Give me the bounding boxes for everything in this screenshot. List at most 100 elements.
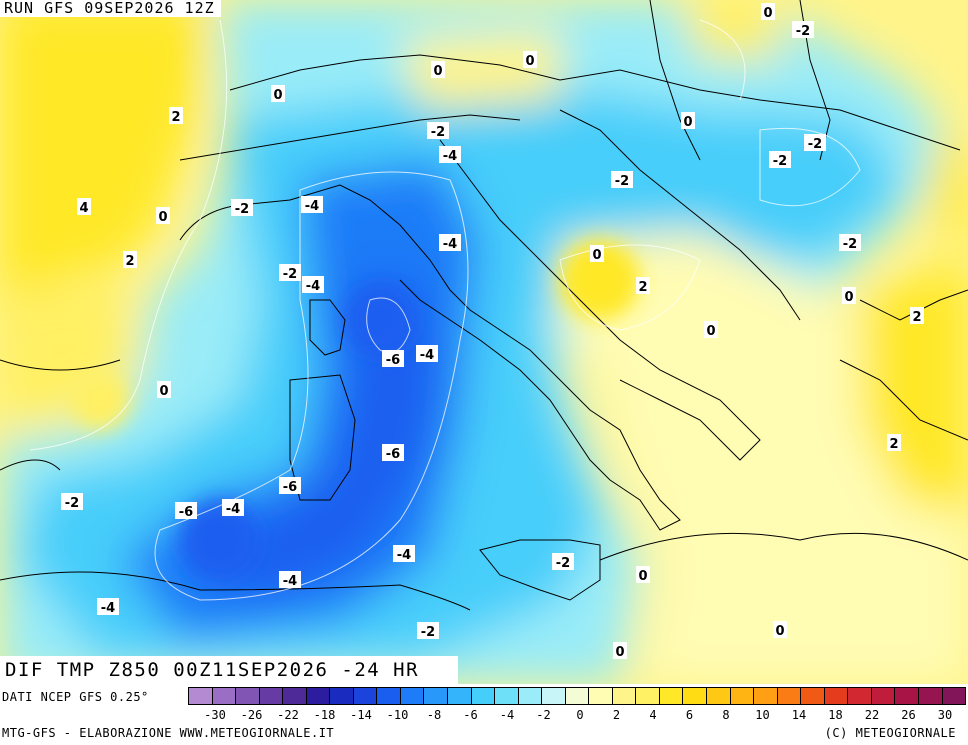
colorbar-swatch	[942, 688, 966, 704]
contour-label: 0	[158, 210, 167, 225]
contour-label-bg	[222, 499, 244, 516]
colorbar-tick-label: 22	[864, 708, 880, 722]
contour-label: -2	[431, 125, 445, 140]
contour-label-bg	[439, 146, 461, 163]
colorbar-tick-label: -18	[313, 708, 336, 722]
contour-label-bg	[279, 264, 301, 281]
contour-label: -4	[101, 601, 115, 616]
contour-label-bg	[271, 85, 285, 102]
contour-label: -4	[226, 502, 240, 517]
contour-label-bg	[279, 571, 301, 588]
colorbar-tick-label: 30	[937, 708, 953, 722]
colorbar-tick-label: -6	[463, 708, 478, 722]
contour-label: -4	[443, 237, 457, 252]
colorbar-swatch	[283, 688, 307, 704]
contour-label-bg	[279, 477, 301, 494]
contour-label-bg	[636, 277, 650, 294]
contour-label: -2	[235, 202, 249, 217]
contour-label-bg	[842, 287, 856, 304]
colorbar-swatch	[824, 688, 849, 704]
corsica-outline	[309, 299, 346, 356]
sicily-outline	[479, 539, 601, 601]
colorbar-swatch	[448, 688, 472, 704]
contour-label-bg	[523, 51, 537, 68]
contour-label: -2	[65, 496, 79, 511]
contour-label-bg	[416, 345, 438, 362]
contour-label: 0	[159, 384, 168, 399]
contour-label-bg	[773, 621, 787, 638]
contour-label: -6	[283, 480, 297, 495]
contour-label: 0	[273, 88, 282, 103]
colorbar-swatch	[471, 688, 496, 704]
contour-label-bg	[769, 151, 791, 168]
contour-label: -4	[443, 149, 457, 164]
contour-label: -2	[283, 267, 297, 282]
colorbar-swatch	[777, 688, 802, 704]
contour-label: 4	[79, 201, 88, 216]
colorbar-tick-label: 2	[612, 708, 621, 722]
colorbar-tick-label: 18	[828, 708, 843, 722]
colorbar-swatch	[565, 688, 590, 704]
contour-label: 0	[706, 324, 715, 339]
colorbar-swatch	[330, 688, 354, 704]
colorbar-tick-label: -10	[386, 708, 409, 722]
colorbar-swatch	[424, 688, 449, 704]
contour-label-bg	[839, 234, 861, 251]
colorbar-tick-label: -2	[536, 708, 551, 722]
colorbar-swatch	[353, 688, 378, 704]
contour-label-bg	[792, 21, 814, 38]
contour-label: -2	[773, 154, 787, 169]
colorbar-tick-label: -4	[499, 708, 515, 722]
contour-label-bg	[175, 502, 197, 519]
contour-label: -4	[420, 348, 434, 363]
contour-label-bg	[382, 444, 404, 461]
colorbar-swatch	[589, 688, 613, 704]
contour-label-bg	[761, 3, 775, 20]
colorbar-tick-label: -14	[350, 708, 372, 722]
contour-label-bg	[887, 434, 901, 451]
contour-label: 2	[125, 254, 134, 269]
contour-label-bg	[382, 350, 404, 367]
contour-label: 0	[615, 645, 624, 660]
contour-label-bg	[552, 553, 574, 570]
run-label: RUN GFS 09SEP2026 12Z	[0, 0, 221, 17]
contour-label: -4	[283, 574, 297, 589]
contour-label: 0	[844, 290, 853, 305]
contour-label-bg	[431, 61, 445, 78]
contour-label: -2	[615, 174, 629, 189]
colorbar-swatch	[400, 688, 425, 704]
contour-label: 0	[763, 6, 772, 21]
colorbar-swatch	[212, 688, 237, 704]
contour-labels: 0 -2 0 2 0 0 -2 -4 0 -2 -2 -2 4 0 -2 -4 -4 -2 2 -4 -2 0 2 0 2 -6 -…	[61, 3, 924, 660]
colorbar-swatch	[871, 688, 896, 704]
contour-label-bg	[613, 642, 627, 659]
contour-label: -2	[796, 24, 810, 39]
contour-label-bg	[61, 493, 83, 510]
data-source: DATI NCEP GFS 0.25°	[2, 690, 149, 704]
colorbar-tick-label: -26	[240, 708, 263, 722]
contours	[29, 19, 861, 601]
field-title: DIF TMP Z850 00Z11SEP2026 -24 HR	[0, 656, 458, 684]
colorbar-swatch	[612, 688, 637, 704]
contour-label: -6	[179, 505, 193, 520]
colorbar-tick-label: -30	[204, 708, 226, 722]
contour-label: 2	[912, 310, 921, 325]
contour-label: -2	[808, 137, 822, 152]
contour-label: -4	[305, 199, 319, 214]
contour-label: 0	[775, 624, 784, 639]
contour-label-bg	[97, 598, 119, 615]
colorbar-swatch	[659, 688, 684, 704]
contour-label-bg	[77, 198, 91, 215]
contour-label-bg	[417, 622, 439, 639]
colorbar-tick-label: 26	[901, 708, 916, 722]
colorbar-swatch	[542, 688, 566, 704]
colorbar-tick-label: -22	[277, 708, 299, 722]
contour-label-bg	[439, 234, 461, 251]
colorbar-swatch	[377, 688, 401, 704]
colorbar-tick-label: 8	[722, 708, 730, 722]
colorbar-swatch	[707, 688, 731, 704]
colorbar-swatch	[636, 688, 660, 704]
contour-label-bg	[156, 207, 170, 224]
colorbar-swatch	[236, 688, 260, 704]
colorbar-swatch	[918, 688, 943, 704]
